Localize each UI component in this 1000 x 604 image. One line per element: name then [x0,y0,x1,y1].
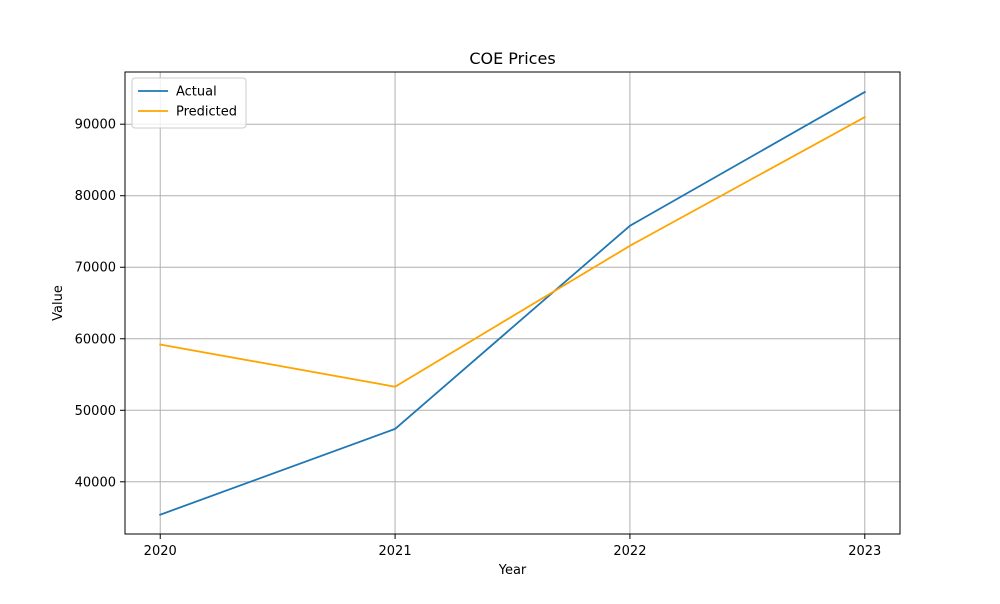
x-tick-label: 2022 [613,544,646,559]
plot-frame [124,71,901,535]
x-tick-label: 2023 [848,544,881,559]
x-axis-label: Year [498,563,527,578]
legend-label: Predicted [176,105,237,120]
x-tick-label: 2021 [379,544,412,559]
legend-label: Actual [176,85,217,100]
legend: Actual Predicted [131,77,247,129]
y-tick-label: 80000 [75,189,116,204]
y-tick-label: 60000 [75,332,116,347]
y-axis-label: Value [51,285,66,321]
y-tick-label: 40000 [75,475,116,490]
grid-layer [125,72,900,534]
y-tick-label: 50000 [75,404,116,419]
chart-title: COE Prices [469,49,555,68]
x-tick-label: 2020 [144,544,177,559]
y-tick-label: 90000 [75,118,116,133]
series-layer [159,90,867,516]
series-line-predicted [159,115,867,388]
series-line-actual [159,90,867,516]
y-tick-label: 70000 [75,261,116,276]
ticks-layer: 2020 2021 2022 2023 40000 50000 60000 70000 8000… [75,118,882,559]
